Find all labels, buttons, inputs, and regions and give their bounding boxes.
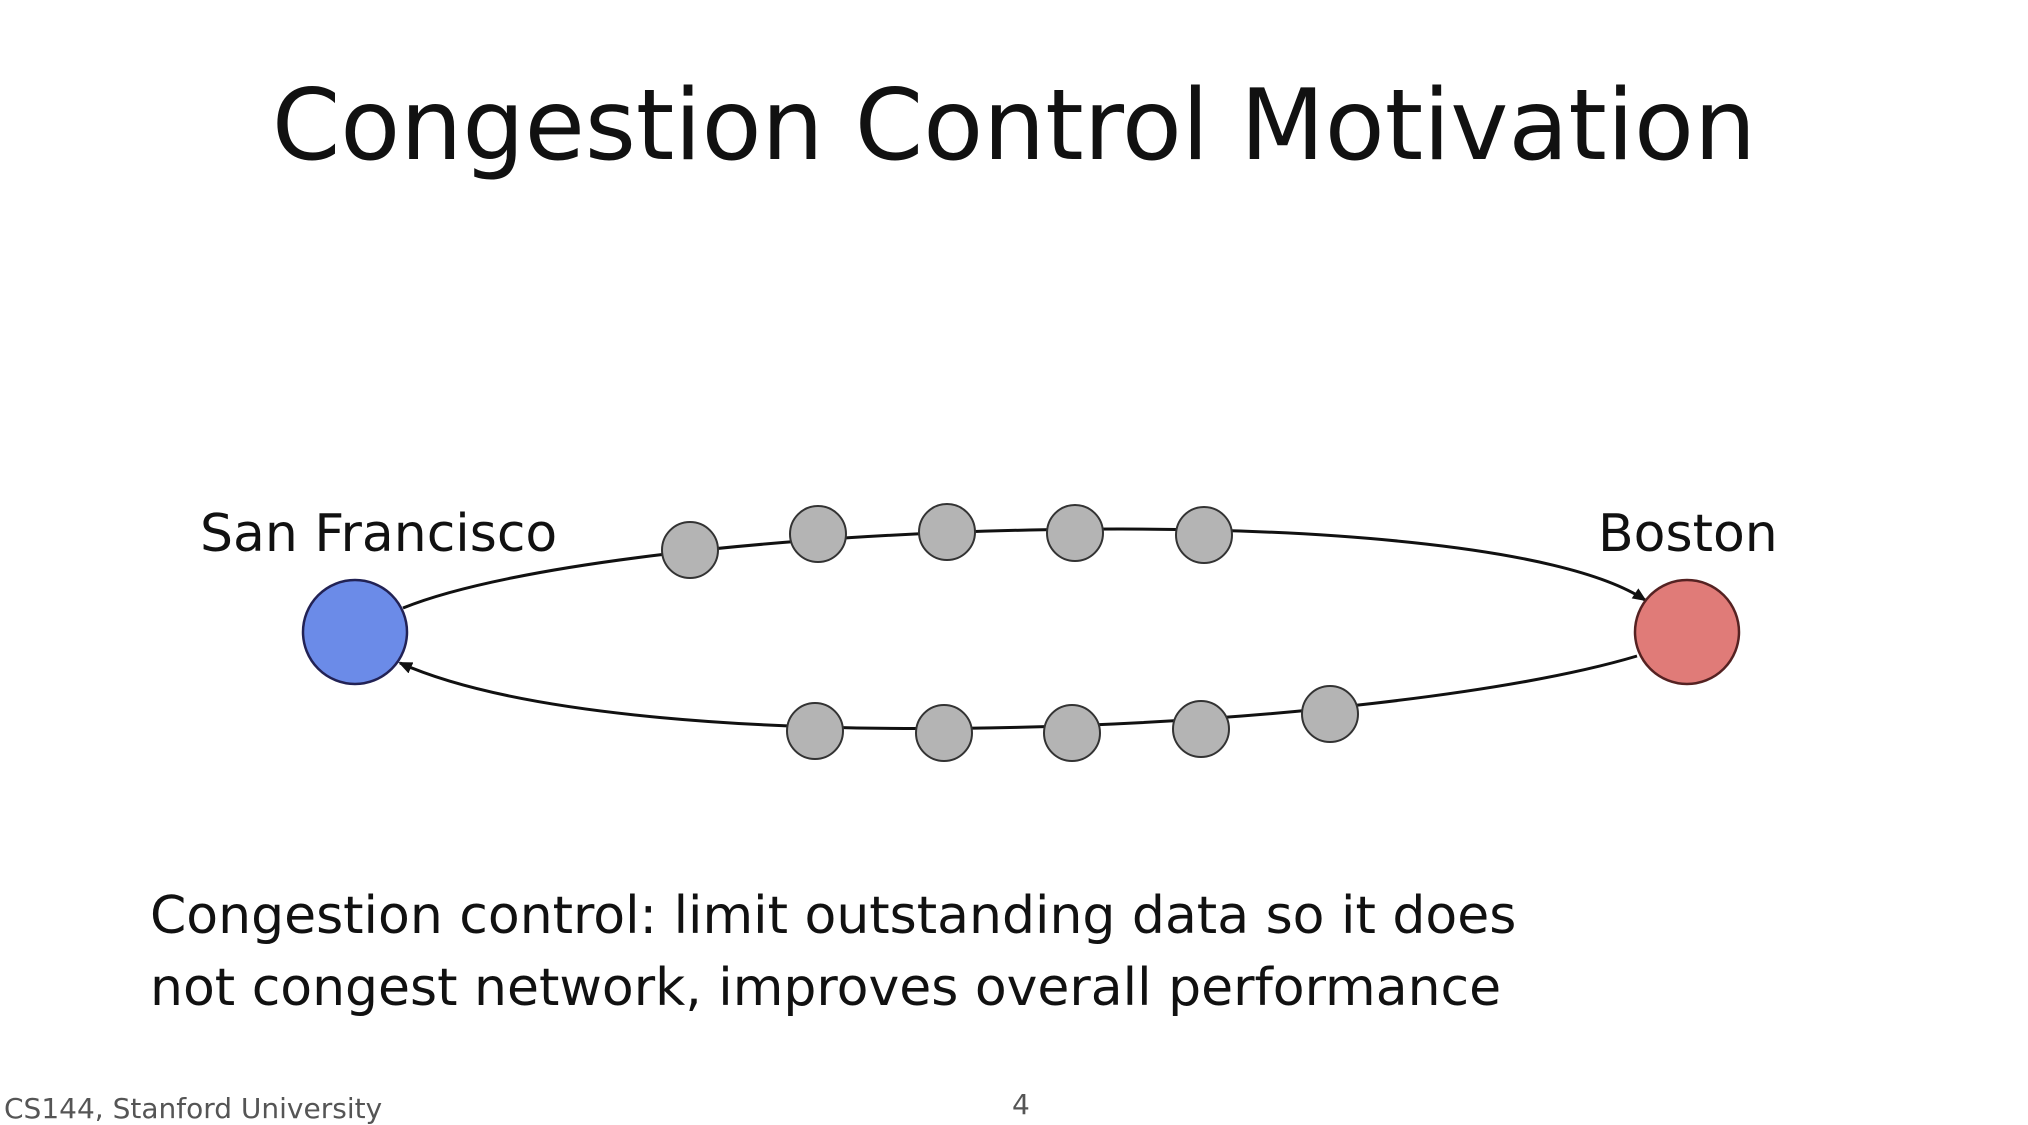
forward-routers <box>661 503 1233 579</box>
page-number: 4 <box>1012 1088 1030 1121</box>
san-francisco-node <box>301 578 409 686</box>
router-node <box>1175 506 1233 564</box>
boston-label: Boston <box>1598 504 1778 564</box>
caption-line-1: Congestion control: limit outstanding da… <box>150 886 1517 946</box>
slide-title: Congestion Control Motivation <box>271 69 1757 183</box>
forward-path <box>402 527 1647 610</box>
return-path <box>398 654 1638 730</box>
caption: Congestion control: limit outstanding da… <box>150 880 1650 1024</box>
router-node <box>1172 700 1230 758</box>
router-node <box>915 704 973 762</box>
footer-course: CS144, Stanford University <box>4 1092 383 1125</box>
router-node <box>1046 504 1104 562</box>
router-node <box>1301 685 1359 743</box>
router-node <box>918 503 976 561</box>
router-node <box>661 521 719 579</box>
san-francisco-label: San Francisco <box>200 504 558 564</box>
caption-line-2: not congest network, improves overall pe… <box>150 958 1502 1018</box>
return-routers <box>786 685 1359 762</box>
router-node <box>1043 704 1101 762</box>
router-node <box>786 702 844 760</box>
router-node <box>789 505 847 563</box>
boston-node <box>1633 578 1741 686</box>
